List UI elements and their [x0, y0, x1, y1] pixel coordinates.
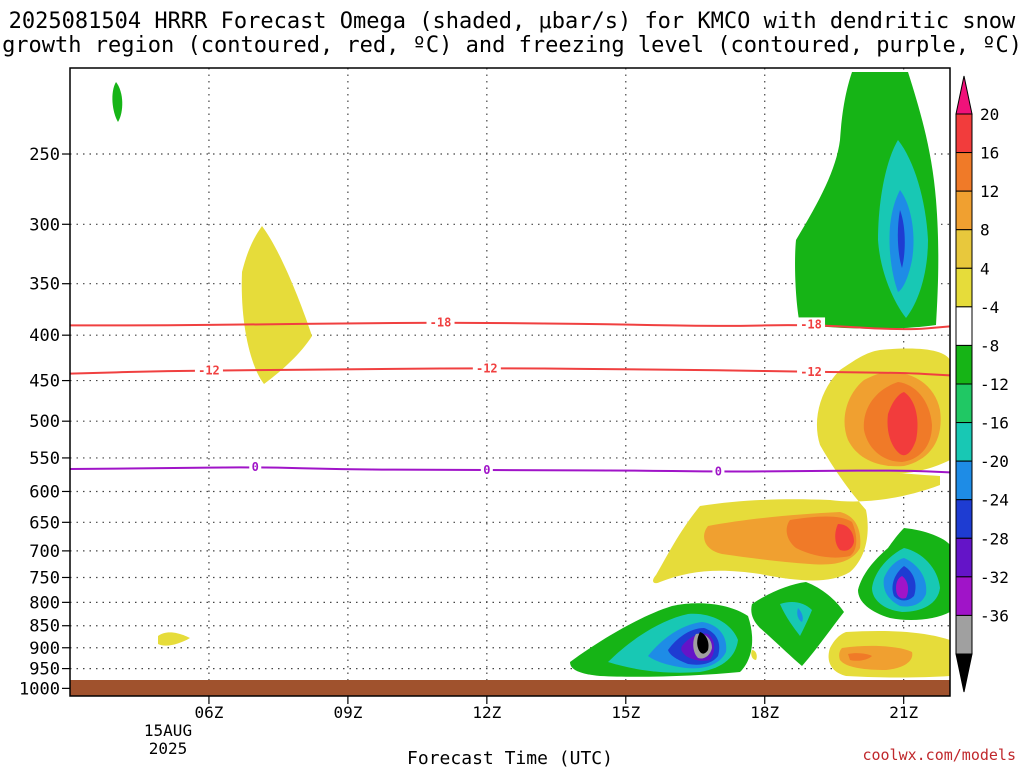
colorbar-label: -36: [980, 606, 1009, 625]
omega-shading: [112, 72, 950, 678]
y-tick-label: 300: [29, 215, 60, 235]
contour-label-bg: [797, 317, 826, 332]
y-tick-label: 400: [29, 326, 60, 346]
x-date-month: 15AUG: [144, 721, 192, 740]
colorbar-box: [955, 190, 973, 231]
y-tick-label: 350: [29, 275, 60, 295]
colorbar: 20 16 12 8 4 -4 -8 -12 -16 -20 -24 -28 -32 -36: [955, 75, 1009, 693]
omega-region-purple-right: [896, 576, 909, 599]
x-axis: 06Z 09Z 12Z 15Z 18Z 21Z: [194, 696, 918, 722]
contour-label: -12: [800, 365, 822, 379]
colorbar-label: 4: [980, 259, 990, 278]
omega-region-green-topleft: [112, 82, 123, 122]
omega-region-gold-lower-right: [839, 645, 913, 670]
colorbar-box: [955, 537, 973, 578]
y-tick-label: 850: [29, 617, 60, 637]
omega-region-yellow-small: [158, 632, 190, 646]
colorbar-box: [955, 460, 973, 501]
y-tick-label: 500: [29, 412, 60, 432]
credit-text: coolwx.com/models: [862, 746, 1016, 764]
omega-region-yellow-08z: [241, 226, 312, 384]
colorbar-label: -28: [980, 529, 1009, 548]
x-tick-label: 21Z: [889, 703, 918, 722]
contour-label: -18: [430, 315, 452, 329]
contour-label: 0: [252, 460, 259, 474]
contour-label-bg: [426, 315, 455, 330]
temperature-contours: -18 -18 -12 -12 -12 0 0 0: [69, 315, 951, 479]
colorbar-label: -20: [980, 452, 1009, 471]
colorbar-label: 20: [980, 105, 999, 124]
x-date-year: 2025: [149, 739, 188, 758]
y-tick-label: 650: [29, 513, 60, 533]
omega-region-red-band: [835, 524, 854, 551]
y-tick-label: 950: [29, 660, 60, 680]
contour-label-bg: [797, 364, 826, 379]
contour-line: [70, 321, 951, 331]
colorbar-label: -16: [980, 414, 1009, 433]
colorbar-label: 12: [980, 182, 999, 201]
x-tick-label: 06Z: [194, 703, 223, 722]
omega-region-blue-19z: [797, 608, 803, 622]
contour-label: 0: [715, 465, 722, 479]
x-axis-label: Forecast Time (UTC): [407, 748, 613, 768]
colorbar-box: [955, 113, 973, 154]
x-tick-label: 09Z: [333, 703, 362, 722]
contour-label-bg: [249, 459, 262, 474]
x-tick-label: 12Z: [472, 703, 501, 722]
omega-region-orange-lower-right: [848, 653, 872, 661]
omega-region-teal-19z: [780, 602, 812, 636]
colorbar-box: [955, 614, 973, 655]
y-tick-label: 250: [29, 145, 60, 165]
contour-label-bg: [472, 361, 501, 376]
omega-region-yellow-speck: [751, 650, 757, 660]
colorbar-box: [955, 344, 973, 385]
colorbar-box: [955, 306, 973, 346]
colorbar-box: [955, 499, 973, 539]
y-tick-label: 900: [29, 639, 60, 659]
chart-title-line-2: growth region (contoured, red, ºC) and f…: [2, 33, 1022, 58]
colorbar-box: [955, 383, 973, 424]
surface-band: [70, 680, 950, 696]
contour-label-bg: [194, 363, 223, 378]
colorbar-box: [955, 267, 973, 308]
omega-region-navy-upper: [897, 210, 905, 268]
y-tick-label: 550: [29, 449, 60, 469]
colorbar-label: 8: [980, 221, 990, 240]
colorbar-bottom-arrow: [955, 653, 973, 693]
y-tick-label: 1000: [19, 679, 60, 699]
contour-label-bg: [480, 463, 493, 478]
colorbar-top-arrow: [955, 75, 973, 115]
x-tick-label: 15Z: [611, 703, 640, 722]
y-axis: 2503003504004505005506006507007508008509…: [19, 145, 70, 699]
colorbar-box: [955, 576, 973, 616]
colorbar-label: -32: [980, 568, 1009, 587]
colorbar-label: -4: [980, 298, 999, 317]
plot-frame: [69, 67, 951, 697]
colorbar-label: -24: [980, 491, 1009, 510]
y-tick-label: 700: [29, 542, 60, 562]
colorbar-label: 16: [980, 144, 999, 163]
contour-label: -12: [476, 361, 498, 375]
colorbar-box: [955, 152, 973, 192]
omega-region-red-mid: [887, 392, 918, 456]
colorbar-label: -12: [980, 375, 1009, 394]
colorbar-box: [955, 422, 973, 462]
y-tick-label: 750: [29, 568, 60, 588]
colorbar-box: [955, 229, 973, 269]
contour-label-bg: [712, 464, 725, 479]
y-tick-label: 800: [29, 593, 60, 613]
contour-label: -18: [800, 317, 822, 331]
omega-region-black-lower: [697, 632, 709, 654]
y-tick-label: 450: [29, 372, 60, 392]
chart-title-line-1: 2025081504 HRRR Forecast Omega (shaded, …: [9, 9, 1016, 34]
colorbar-label: -8: [980, 336, 999, 355]
contour-label: 0: [483, 463, 490, 477]
contour-label: -12: [198, 364, 220, 378]
x-tick-label: 18Z: [750, 703, 779, 722]
y-tick-label: 600: [29, 482, 60, 502]
